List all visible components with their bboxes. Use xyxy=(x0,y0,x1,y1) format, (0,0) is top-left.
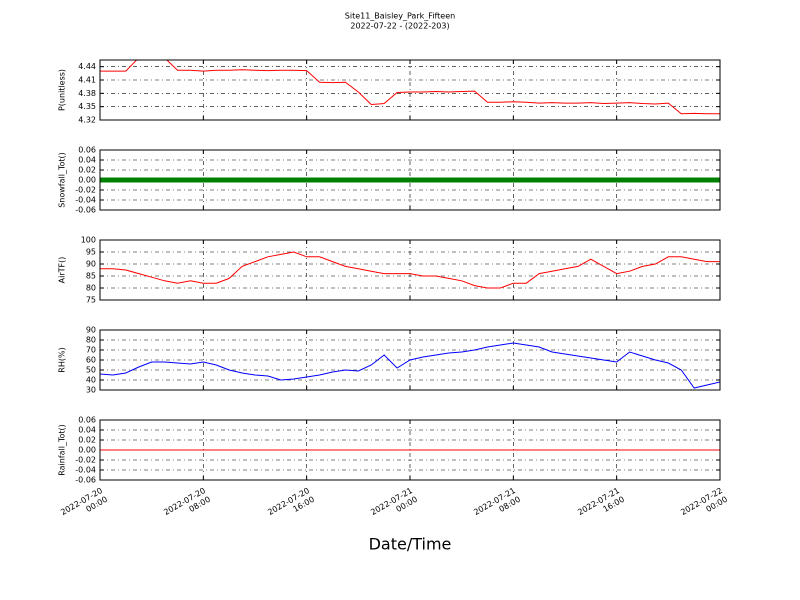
y-tick-label: 80 xyxy=(86,336,96,345)
y-tick-label: 85 xyxy=(86,272,96,281)
y-axis-label: P(unitless) xyxy=(58,69,67,111)
y-tick-label: -0.06 xyxy=(75,206,96,215)
y-tick-label: -0.02 xyxy=(75,186,96,195)
y-tick-label: 30 xyxy=(86,386,96,395)
y-tick-label: 70 xyxy=(86,346,96,355)
plot-frame xyxy=(99,239,721,301)
y-tick-label: -0.04 xyxy=(75,196,96,205)
y-tick-label: 0.04 xyxy=(78,426,96,435)
y-tick-label: 90 xyxy=(86,326,96,335)
y-axis-label: Rainfall_Tot() xyxy=(58,424,67,476)
y-tick-label: 4.35 xyxy=(78,102,96,111)
y-tick-label: 4.32 xyxy=(78,116,96,125)
plot-frame xyxy=(99,419,721,481)
y-tick-label: 75 xyxy=(86,296,96,305)
plot-frame xyxy=(99,329,721,391)
data-line xyxy=(100,342,720,389)
y-tick-label: 95 xyxy=(86,248,96,257)
y-axis-label: Snowfall_Tot() xyxy=(58,152,67,208)
y-tick-label: 0.00 xyxy=(78,176,96,185)
data-line xyxy=(100,60,720,115)
y-tick-label: 60 xyxy=(86,356,96,365)
y-tick-label: 4.44 xyxy=(78,62,96,71)
y-tick-label: 50 xyxy=(86,366,96,375)
y-tick-label: 40 xyxy=(86,376,96,385)
y-tick-label: -0.02 xyxy=(75,456,96,465)
y-tick-label: 100 xyxy=(81,236,96,245)
plot-frame xyxy=(99,149,721,211)
y-tick-label: 90 xyxy=(86,260,96,269)
data-line xyxy=(100,251,720,289)
y-tick-label: 0.02 xyxy=(78,166,96,175)
y-tick-label: 4.41 xyxy=(78,76,96,85)
y-tick-label: 80 xyxy=(86,284,96,293)
y-tick-label: 0.06 xyxy=(78,416,96,425)
chart-title: Site11_Baisley_Park_Fifteen xyxy=(345,12,455,21)
chart-subtitle: 2022-07-22 - (2022-203) xyxy=(350,22,449,31)
y-tick-label: 0.02 xyxy=(78,436,96,445)
y-axis-label: RH(%) xyxy=(58,347,67,372)
y-tick-label: 0.00 xyxy=(78,446,96,455)
y-tick-label: 0.06 xyxy=(78,146,96,155)
y-tick-label: 4.38 xyxy=(78,89,96,98)
plot-frame xyxy=(99,59,721,121)
y-tick-label: -0.06 xyxy=(75,476,96,485)
x-axis-label: Date/Time xyxy=(369,535,452,554)
y-tick-label: 0.04 xyxy=(78,156,96,165)
y-axis-label: AirTF() xyxy=(58,257,67,284)
y-tick-label: -0.04 xyxy=(75,466,96,475)
